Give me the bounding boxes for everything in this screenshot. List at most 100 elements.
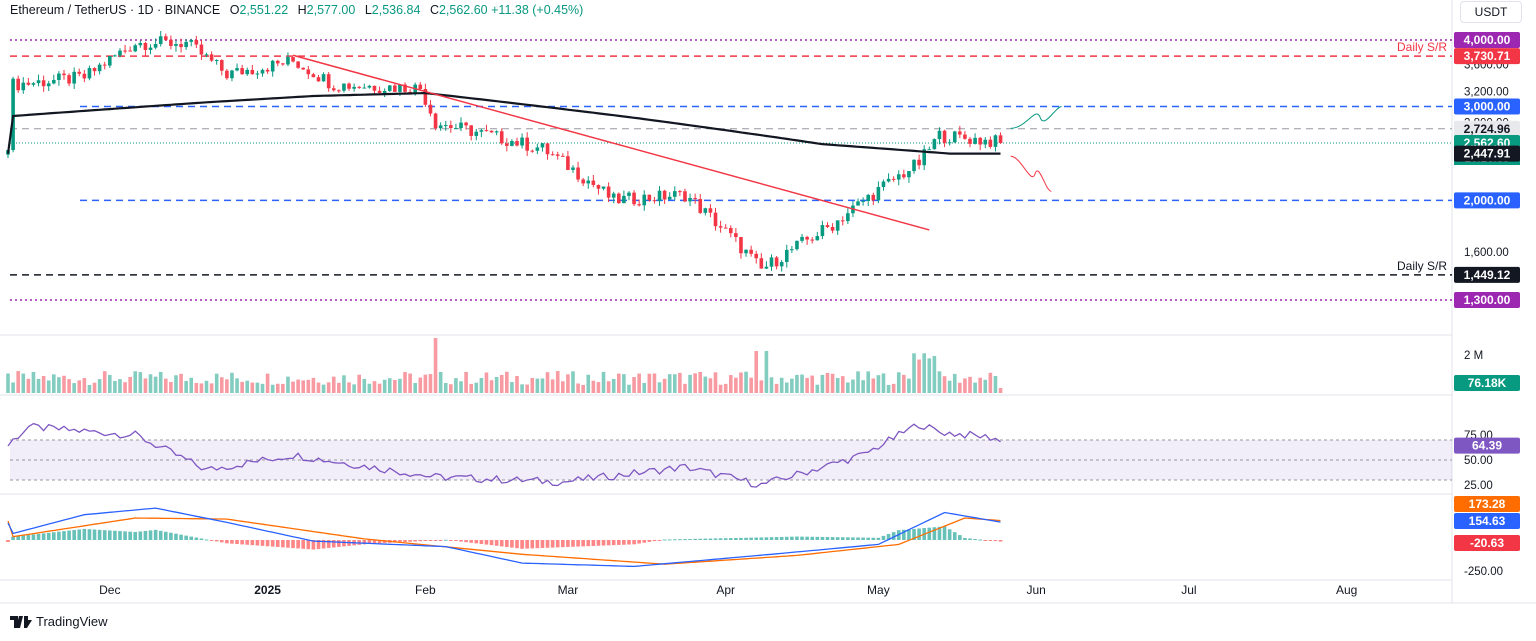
macd-histogram-bar [846,537,850,540]
bearish-projection-line [1010,155,1052,192]
volume-bar [123,382,127,393]
macd-histogram-bar [97,529,102,540]
macd-histogram-bar [484,540,489,545]
macd-histogram-bar [555,540,560,548]
volume-bar [876,375,881,393]
trendline[interactable] [292,54,930,231]
volume-bar [835,378,840,393]
volume-bar [576,383,580,393]
volume-bar [958,382,962,393]
volume-bar [459,381,463,393]
candle-body [163,36,168,40]
macd-histogram-bar [469,540,473,543]
candle-body [815,236,820,241]
volume-bar [622,374,626,393]
macd-histogram-bar [917,528,921,540]
candle-body [194,40,199,45]
candle-body [204,54,209,56]
macd-histogram-bar [321,540,326,549]
macd-histogram-bar [851,537,855,540]
candle-body [963,134,967,139]
macd-histogram-bar [627,540,631,545]
volume-bar [947,380,952,393]
level-annotation: Daily S/R [1397,259,1447,273]
candle-body [301,67,306,70]
candle-body [128,50,132,52]
brand-label: TradingView [36,614,108,629]
macd-histogram-bar [652,540,657,542]
level-price-label-bg [1454,98,1520,115]
candle-body [657,190,662,202]
volume-bar [515,376,519,393]
volume-bar [662,378,667,393]
candle-body [515,141,519,146]
candle-body [805,236,809,240]
candle-body [754,253,759,259]
macd-histogram-bar [250,540,255,546]
volume-bar [6,373,10,393]
candle-body [393,85,397,92]
candle-body [97,64,102,72]
candle-body [555,154,560,156]
time-tick-label: Mar [558,583,579,597]
candle-body [825,225,830,227]
macd-histogram-bar [163,531,168,540]
macd-histogram-bar [209,540,214,541]
volume-bar [973,382,977,393]
macd-histogram-bar [932,527,937,540]
candle-body [138,42,143,46]
volume-bar [46,380,51,393]
macd-histogram-bar [505,540,509,547]
volume-bar [108,374,112,393]
volume-bar [993,376,998,393]
candle-body [270,60,275,72]
currency-button[interactable]: USDT [1460,1,1522,23]
volume-bar [367,383,372,393]
macd-histogram-bar [133,531,138,540]
macd-histogram-bar [11,536,15,540]
volume-bar [581,384,585,393]
candle-body [398,84,402,92]
volume-bar [158,371,163,393]
macd-histogram-label-bg [1454,535,1520,551]
candle-body [326,74,331,89]
price-tick-label: 3,200.00 [1464,87,1509,99]
volume-bar [423,374,428,393]
macd-histogram-bar [16,536,20,540]
volume-bar [225,379,229,393]
volume-bar [398,378,402,393]
tradingview-brand[interactable]: TradingView [10,614,108,629]
volume-bar [561,381,565,393]
volume-bar [555,371,560,393]
macd-histogram-bar [306,540,311,550]
macd-histogram-bar [764,537,769,540]
volume-bar [62,375,66,393]
volume-bar [377,383,382,393]
macd-histogram-bar [912,528,916,540]
volume-bar [647,373,652,393]
volume-bar [861,380,865,393]
macd-histogram-bar [235,540,239,545]
volume-bar [148,374,153,393]
candle-body [72,71,76,84]
volume-bar [102,371,107,393]
macd-histogram-bar [143,530,148,540]
candle-body [423,88,428,105]
symbol-title[interactable]: Ethereum / TetherUS · 1D · BINANCE [10,3,221,17]
volume-bar [36,378,41,393]
candle-body [296,61,300,68]
volume-bar [530,378,535,393]
macd-histogram-bar [428,540,433,541]
volume-bar [866,371,871,393]
volume-bar [672,374,677,393]
candle-body [795,240,799,250]
macd-histogram-bar [138,531,143,540]
volume-bar [11,382,15,393]
volume-bar [591,380,596,393]
macd-histogram-bar [199,538,204,540]
candle-body [474,131,479,136]
moving-average [6,91,1001,155]
candle-body [937,130,942,140]
candle-body [67,75,71,84]
